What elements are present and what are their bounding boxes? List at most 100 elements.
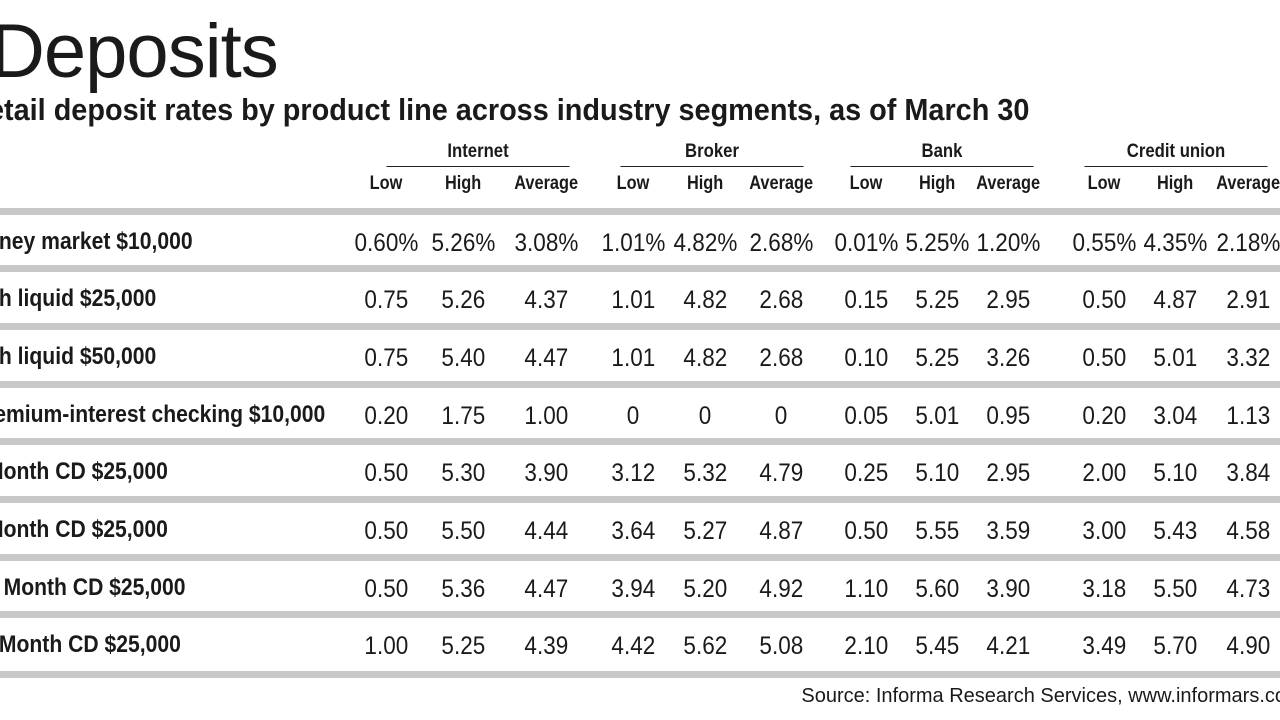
table-cell: 3.90 bbox=[524, 459, 568, 487]
table-cell: 5.30 bbox=[441, 459, 485, 487]
table-cell: 1.13 bbox=[1226, 402, 1270, 430]
table-cell: 5.27 bbox=[683, 517, 727, 545]
table-cell: 3.12 bbox=[611, 459, 655, 487]
table-cell: 5.50 bbox=[441, 517, 485, 545]
table-cell: 0.50 bbox=[364, 459, 408, 487]
table-cell: 0 bbox=[626, 402, 640, 430]
table-cell: 3.94 bbox=[611, 575, 655, 603]
table-cell: 3.08% bbox=[514, 229, 578, 257]
table-cell: 5.25 bbox=[915, 344, 959, 372]
table-cell: 3.04 bbox=[1153, 402, 1197, 430]
table-cell: 0.75 bbox=[364, 344, 408, 372]
table-cell: 0.55% bbox=[1072, 229, 1136, 257]
table-cell: 2.95 bbox=[986, 286, 1030, 314]
table-cell: 5.40 bbox=[441, 344, 485, 372]
row-label: Month CD $25,000 bbox=[0, 458, 168, 485]
table-cell: 4.90 bbox=[1226, 632, 1270, 660]
table-cell: 2.68% bbox=[749, 229, 813, 257]
table-cell: 1.01 bbox=[611, 286, 655, 314]
table-cell: 4.92 bbox=[759, 575, 803, 603]
table-cell: 5.10 bbox=[1153, 459, 1197, 487]
table-row: ) Month CD $25,000 1.00 5.25 4.39 4.42 5.62 5.… bbox=[0, 611, 1280, 667]
source-note: Source: Informa Research Services, www.i… bbox=[801, 685, 1280, 707]
table-cell: 3.32 bbox=[1226, 344, 1270, 372]
table-cell: 5.25 bbox=[915, 286, 959, 314]
column-header-bank-low: Low bbox=[849, 173, 883, 194]
table-row: 2 Month CD $25,000 0.50 5.36 4.47 3.94 5.20 4.… bbox=[0, 554, 1280, 610]
table-cell: 0.50 bbox=[1082, 344, 1126, 372]
table-cell: 3.84 bbox=[1226, 459, 1270, 487]
group-header-broker: Broker bbox=[620, 140, 804, 167]
table-cell: 0.60% bbox=[354, 229, 418, 257]
column-header-internet-average: Average bbox=[514, 173, 578, 194]
group-header-credit-union: Credit union bbox=[1084, 140, 1268, 167]
row-label: Month CD $25,000 bbox=[0, 516, 168, 543]
table-cell: 4.47 bbox=[524, 575, 568, 603]
table-cell: 4.21 bbox=[986, 632, 1030, 660]
chart-subtitle: etail deposit rates by product line acro… bbox=[0, 92, 1030, 127]
table-cell: 1.01 bbox=[611, 344, 655, 372]
table-cell: 5.45 bbox=[915, 632, 959, 660]
table-cell: 4.82 bbox=[683, 344, 727, 372]
table-cell: 2.68 bbox=[759, 344, 803, 372]
table-cell: 0.01% bbox=[834, 229, 898, 257]
column-header-broker-high: High bbox=[686, 173, 724, 194]
table-cell: 2.95 bbox=[986, 459, 1030, 487]
column-header-bank-high: High bbox=[918, 173, 956, 194]
table-cell: 4.73 bbox=[1226, 575, 1270, 603]
row-label: gh liquid $50,000 bbox=[0, 343, 157, 370]
row-label: 2 Month CD $25,000 bbox=[0, 574, 186, 601]
table-cell: 0.75 bbox=[364, 286, 408, 314]
table-cell: 3.49 bbox=[1082, 632, 1126, 660]
table-cell: 2.91 bbox=[1226, 286, 1270, 314]
table-cell: 5.62 bbox=[683, 632, 727, 660]
table-cell: 0.50 bbox=[364, 575, 408, 603]
table-cell: 4.82 bbox=[683, 286, 727, 314]
table-cell: 5.08 bbox=[759, 632, 803, 660]
table-cell: 5.10 bbox=[915, 459, 959, 487]
table-cell: 4.44 bbox=[524, 517, 568, 545]
table-cell: 2.18% bbox=[1216, 229, 1280, 257]
table-cell: 5.26 bbox=[441, 286, 485, 314]
column-header-bank-average: Average bbox=[976, 173, 1040, 194]
table-cell: 5.55 bbox=[915, 517, 959, 545]
table-cell: 2.00 bbox=[1082, 459, 1126, 487]
table-row: Month CD $25,000 0.50 5.50 4.44 3.64 5.27 4.87… bbox=[0, 496, 1280, 552]
column-header-broker-low: Low bbox=[616, 173, 650, 194]
table-cell: 1.75 bbox=[441, 402, 485, 430]
table-cell: 1.20% bbox=[976, 229, 1040, 257]
table-row: oney market $10,000 0.60% 5.26% 3.08% 1.01% 4… bbox=[0, 208, 1280, 264]
table-cell: 5.01 bbox=[915, 402, 959, 430]
table-cell: 4.37 bbox=[524, 286, 568, 314]
table-cell: 5.32 bbox=[683, 459, 727, 487]
table-cell: 3.64 bbox=[611, 517, 655, 545]
table-cell: 0.50 bbox=[1082, 286, 1126, 314]
table-cell: 4.35% bbox=[1143, 229, 1207, 257]
table-cell: 2.10 bbox=[844, 632, 888, 660]
column-header-broker-average: Average bbox=[749, 173, 813, 194]
column-header-credit-union-average: Average bbox=[1216, 173, 1280, 194]
row-label: gh liquid $25,000 bbox=[0, 285, 157, 312]
table-cell: 0.05 bbox=[844, 402, 888, 430]
table-cell: 4.87 bbox=[759, 517, 803, 545]
table-row: Month CD $25,000 0.50 5.30 3.90 3.12 5.32 4.79… bbox=[0, 438, 1280, 494]
table-cell: 3.59 bbox=[986, 517, 1030, 545]
table-cell: 5.25% bbox=[905, 229, 969, 257]
table-cell: 5.20 bbox=[683, 575, 727, 603]
table-cell: 5.36 bbox=[441, 575, 485, 603]
table-cell: 5.43 bbox=[1153, 517, 1197, 545]
table-cell: 0.10 bbox=[844, 344, 888, 372]
table-cell: 5.26% bbox=[431, 229, 495, 257]
table-cell: 1.01% bbox=[601, 229, 665, 257]
table-cell: 4.87 bbox=[1153, 286, 1197, 314]
column-header-internet-high: High bbox=[444, 173, 482, 194]
table-cell: 5.25 bbox=[441, 632, 485, 660]
table-cell: 0.15 bbox=[844, 286, 888, 314]
group-header-bank: Bank bbox=[850, 140, 1034, 167]
column-header-internet-low: Low bbox=[369, 173, 403, 194]
table-row: remium-interest checking $10,000 0.20 1.75… bbox=[0, 381, 1280, 437]
row-label: ) Month CD $25,000 bbox=[0, 631, 181, 658]
table-cell: 3.26 bbox=[986, 344, 1030, 372]
table-cell: 0.50 bbox=[844, 517, 888, 545]
table-cell: 0.50 bbox=[364, 517, 408, 545]
